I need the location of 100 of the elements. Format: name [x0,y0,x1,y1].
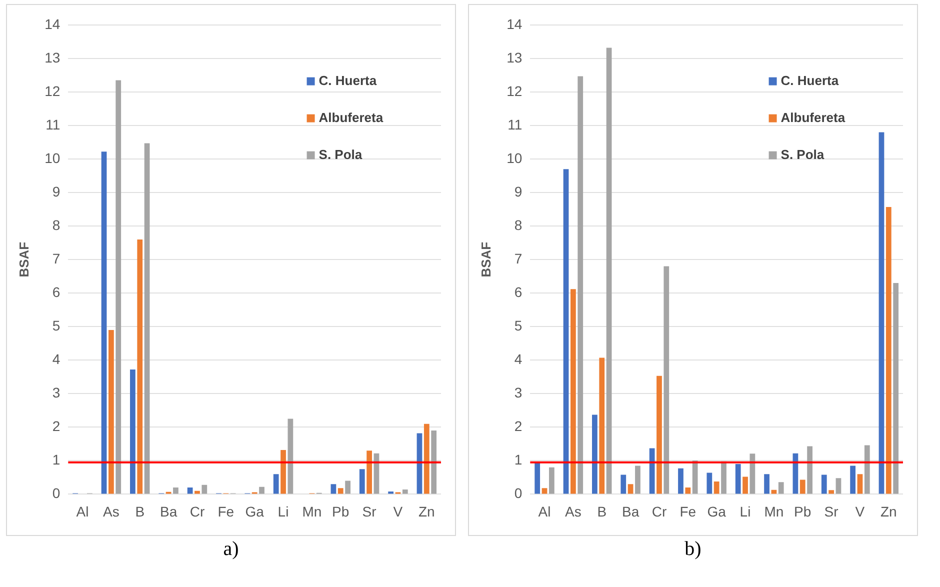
bar [807,446,812,494]
bar [534,462,540,494]
bar [563,169,569,494]
bar [857,474,863,494]
bar [878,132,884,494]
y-tick-label: 0 [52,485,60,502]
bar [606,48,612,494]
bar [194,490,200,494]
bar [137,239,143,494]
y-tick-label: 13 [44,49,60,66]
bar [635,466,640,494]
y-tick-label: 10 [44,150,60,166]
y-tick-label: 2 [52,418,60,434]
x-tick-label: Pb [794,503,812,520]
bar [542,488,548,494]
x-tick-label: B [597,503,607,520]
x-tick-label: Ba [160,503,178,520]
bar [288,418,294,494]
bar [886,206,892,494]
x-tick-label: As [103,503,120,520]
bar [685,487,691,494]
y-tick-label: 5 [514,317,522,334]
bar [742,476,748,494]
legend-label: C. Huerta [780,72,840,88]
y-tick-label: 3 [52,384,60,401]
bar [864,445,870,494]
y-tick-label: 8 [52,216,60,233]
bar [678,468,684,494]
legend-label: Albufereta [318,110,384,125]
bar [431,430,437,494]
bar [108,330,114,494]
x-tick-label: Al [538,503,551,520]
y-tick-label: 5 [52,317,60,334]
y-tick-label: 2 [514,418,522,434]
legend-label: Albufereta [780,110,846,125]
x-tick-label: B [135,503,145,520]
x-tick-label: Ba [622,503,640,520]
x-tick-label: Li [740,503,751,520]
y-tick-label: 6 [514,284,522,300]
y-tick-label: 1 [514,452,522,468]
x-tick-label: As [565,503,582,520]
y-tick-label: 11 [508,116,522,132]
bar [116,80,122,494]
y-axis-title: BSAF [16,242,32,278]
legend-label: S. Pola [780,146,825,162]
bar [548,467,554,494]
bar [187,487,193,494]
bar [359,469,365,494]
bar [628,484,634,494]
bar [692,460,698,494]
x-tick-label: Ga [707,503,726,520]
bar [821,474,827,494]
bar [778,482,784,494]
x-tick-label: Mn [764,503,784,520]
bar [173,487,178,494]
y-axis-title: BSAF [478,242,494,278]
y-tick-label: 1 [52,452,60,468]
bar [850,466,856,494]
y-tick-label: 8 [514,216,522,233]
y-tick-label: 3 [514,384,522,401]
bar [202,484,208,494]
y-tick-label: 7 [52,250,60,266]
bar [800,480,806,494]
bar [599,358,605,494]
x-tick-label: Mn [302,503,322,520]
bar [836,478,842,494]
x-tick-label: Sr [824,503,839,520]
x-tick-label: Zn [418,503,435,520]
bar [706,472,712,494]
bar [664,266,670,494]
x-tick-label: Cr [652,503,667,520]
bar [130,370,136,494]
bar [828,490,834,494]
y-tick-label: 6 [52,284,60,300]
bar [570,289,576,494]
y-tick-label: 7 [514,250,522,266]
y-tick-label: 4 [514,351,522,367]
bar [330,484,336,494]
x-tick-label: Cr [190,503,205,520]
y-tick-label: 4 [52,351,60,367]
y-tick-label: 10 [506,150,522,166]
y-tick-label: 0 [514,485,522,502]
x-tick-label: Zn [880,503,897,520]
x-tick-label: V [393,503,404,520]
text: b) [684,538,702,560]
bar [714,481,720,494]
x-tick-label: Pb [332,503,350,520]
y-tick-label: 9 [52,183,60,200]
bar [416,433,422,494]
bar [280,450,286,494]
bar [893,283,899,494]
y-tick-label: 9 [514,183,522,200]
bar [656,376,662,494]
y-tick-label: 14 [506,16,522,32]
bar [735,464,741,494]
bar [345,480,350,494]
x-tick-label: V [855,503,866,520]
bar [424,424,430,494]
bar [592,414,598,494]
x-tick-label: Fe [218,503,234,520]
